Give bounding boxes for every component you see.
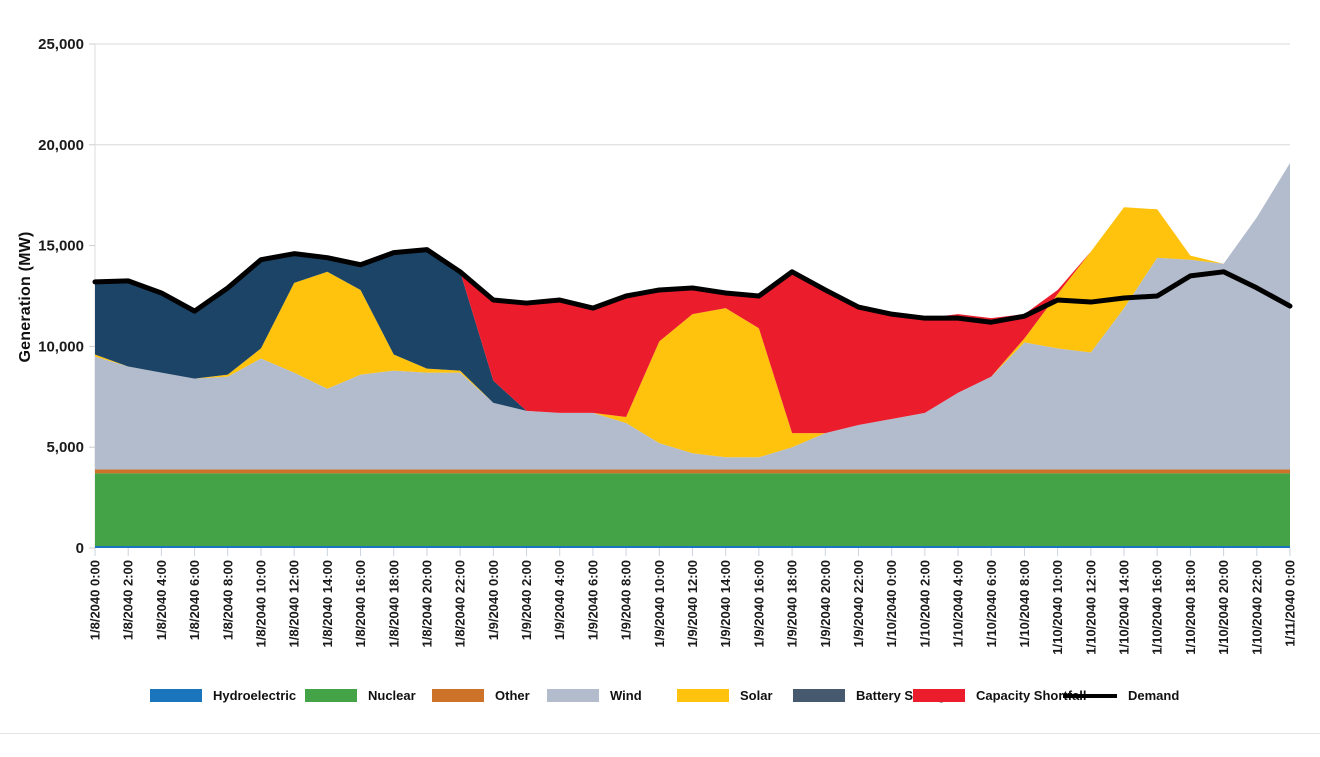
legend-swatch bbox=[150, 689, 202, 702]
area-other bbox=[95, 469, 1290, 474]
legend-swatch bbox=[913, 689, 965, 702]
legend-demand-line bbox=[1063, 693, 1117, 698]
x-tick-label: 1/10/2040 10:00 bbox=[1050, 560, 1065, 655]
x-tick-label: 1/8/2040 16:00 bbox=[353, 560, 368, 647]
x-tick-label: 1/8/2040 4:00 bbox=[154, 560, 169, 640]
y-tick-label: 20,000 bbox=[38, 137, 84, 154]
legend-label: Hydroelectric bbox=[213, 688, 297, 703]
x-tick-label: 1/8/2040 6:00 bbox=[187, 560, 202, 640]
x-tick-label: 1/10/2040 20:00 bbox=[1216, 560, 1231, 655]
x-tick-label: 1/9/2040 14:00 bbox=[718, 560, 733, 647]
y-tick-label: 10,000 bbox=[38, 338, 84, 355]
legend-item-capacity-shortfall: Capacity Shortfall bbox=[913, 688, 1087, 703]
legend-label: Wind bbox=[610, 688, 642, 703]
x-tick-label: 1/9/2040 2:00 bbox=[519, 560, 534, 640]
x-tick-label: 1/11/2040 0:00 bbox=[1283, 560, 1298, 647]
x-tick-label: 1/10/2040 22:00 bbox=[1249, 560, 1264, 655]
legend-swatch bbox=[432, 689, 484, 702]
legend-item-hydroelectric: Hydroelectric bbox=[150, 688, 296, 703]
x-tick-label: 1/9/2040 4:00 bbox=[552, 560, 567, 640]
legend-label: Solar bbox=[740, 688, 773, 703]
x-tick-label: 1/9/2040 12:00 bbox=[685, 560, 700, 647]
legend-item-nuclear: Nuclear bbox=[305, 688, 416, 703]
x-tick-label: 1/8/2040 20:00 bbox=[419, 560, 434, 647]
x-tick-label: 1/9/2040 16:00 bbox=[751, 560, 766, 647]
x-tick-label: 1/9/2040 10:00 bbox=[652, 560, 667, 647]
x-tick-label: 1/8/2040 10:00 bbox=[253, 560, 268, 647]
x-tick-label: 1/10/2040 8:00 bbox=[1017, 560, 1032, 647]
bottom-divider bbox=[0, 733, 1320, 734]
demand-line bbox=[92, 247, 1293, 325]
x-tick-label: 1/10/2040 0:00 bbox=[884, 560, 899, 647]
area-hydroelectric bbox=[95, 545, 1290, 548]
area-solar bbox=[95, 162, 1290, 458]
x-tick-label: 1/10/2040 16:00 bbox=[1150, 560, 1165, 655]
x-tick-label: 1/9/2040 0:00 bbox=[486, 560, 501, 640]
legend-item-other: Other bbox=[432, 688, 530, 703]
y-tick-label: 0 bbox=[76, 540, 84, 557]
area-nuclear bbox=[95, 473, 1290, 546]
legend-swatch bbox=[793, 689, 845, 702]
legend-swatch bbox=[677, 689, 729, 702]
x-tick-label: 1/8/2040 14:00 bbox=[320, 560, 335, 647]
x-tick-label: 1/9/2040 8:00 bbox=[619, 560, 634, 640]
x-tick-label: 1/8/2040 2:00 bbox=[121, 560, 136, 640]
y-tick-label: 15,000 bbox=[38, 238, 84, 255]
x-tick-label: 1/8/2040 18:00 bbox=[386, 560, 401, 647]
x-tick-label: 1/10/2040 14:00 bbox=[1117, 560, 1132, 655]
x-tick-label: 1/9/2040 18:00 bbox=[785, 560, 800, 647]
y-tick-label: 5,000 bbox=[46, 439, 84, 456]
legend-item-wind: Wind bbox=[547, 688, 642, 703]
legend-item-demand: Demand bbox=[1063, 688, 1179, 703]
legend-item-solar: Solar bbox=[677, 688, 773, 703]
legend-swatch bbox=[547, 689, 599, 702]
area-wind bbox=[95, 162, 1290, 470]
x-tick-label: 1/8/2040 8:00 bbox=[220, 560, 235, 640]
legend-label: Demand bbox=[1128, 688, 1180, 703]
x-tick-label: 1/10/2040 12:00 bbox=[1083, 560, 1098, 655]
legend-label: Other bbox=[495, 688, 530, 703]
x-tick-label: 1/10/2040 6:00 bbox=[984, 560, 999, 647]
x-tick-label: 1/9/2040 22:00 bbox=[851, 560, 866, 647]
x-tick-label: 1/10/2040 2:00 bbox=[917, 560, 932, 647]
y-tick-label: 25,000 bbox=[38, 36, 84, 53]
x-tick-label: 1/10/2040 4:00 bbox=[951, 560, 966, 647]
x-tick-label: 1/9/2040 20:00 bbox=[818, 560, 833, 647]
x-tick-label: 1/8/2040 22:00 bbox=[453, 560, 468, 647]
x-tick-label: 1/9/2040 6:00 bbox=[585, 560, 600, 640]
legend-swatch bbox=[305, 689, 357, 702]
legend-label: Capacity Shortfall bbox=[976, 688, 1087, 703]
x-tick-label: 1/10/2040 18:00 bbox=[1183, 560, 1198, 655]
x-tick-label: 1/8/2040 12:00 bbox=[287, 560, 302, 647]
area-capacity-shortfall bbox=[95, 162, 1290, 434]
legend-label: Nuclear bbox=[368, 688, 416, 703]
x-tick-label: 1/8/2040 0:00 bbox=[88, 560, 103, 640]
